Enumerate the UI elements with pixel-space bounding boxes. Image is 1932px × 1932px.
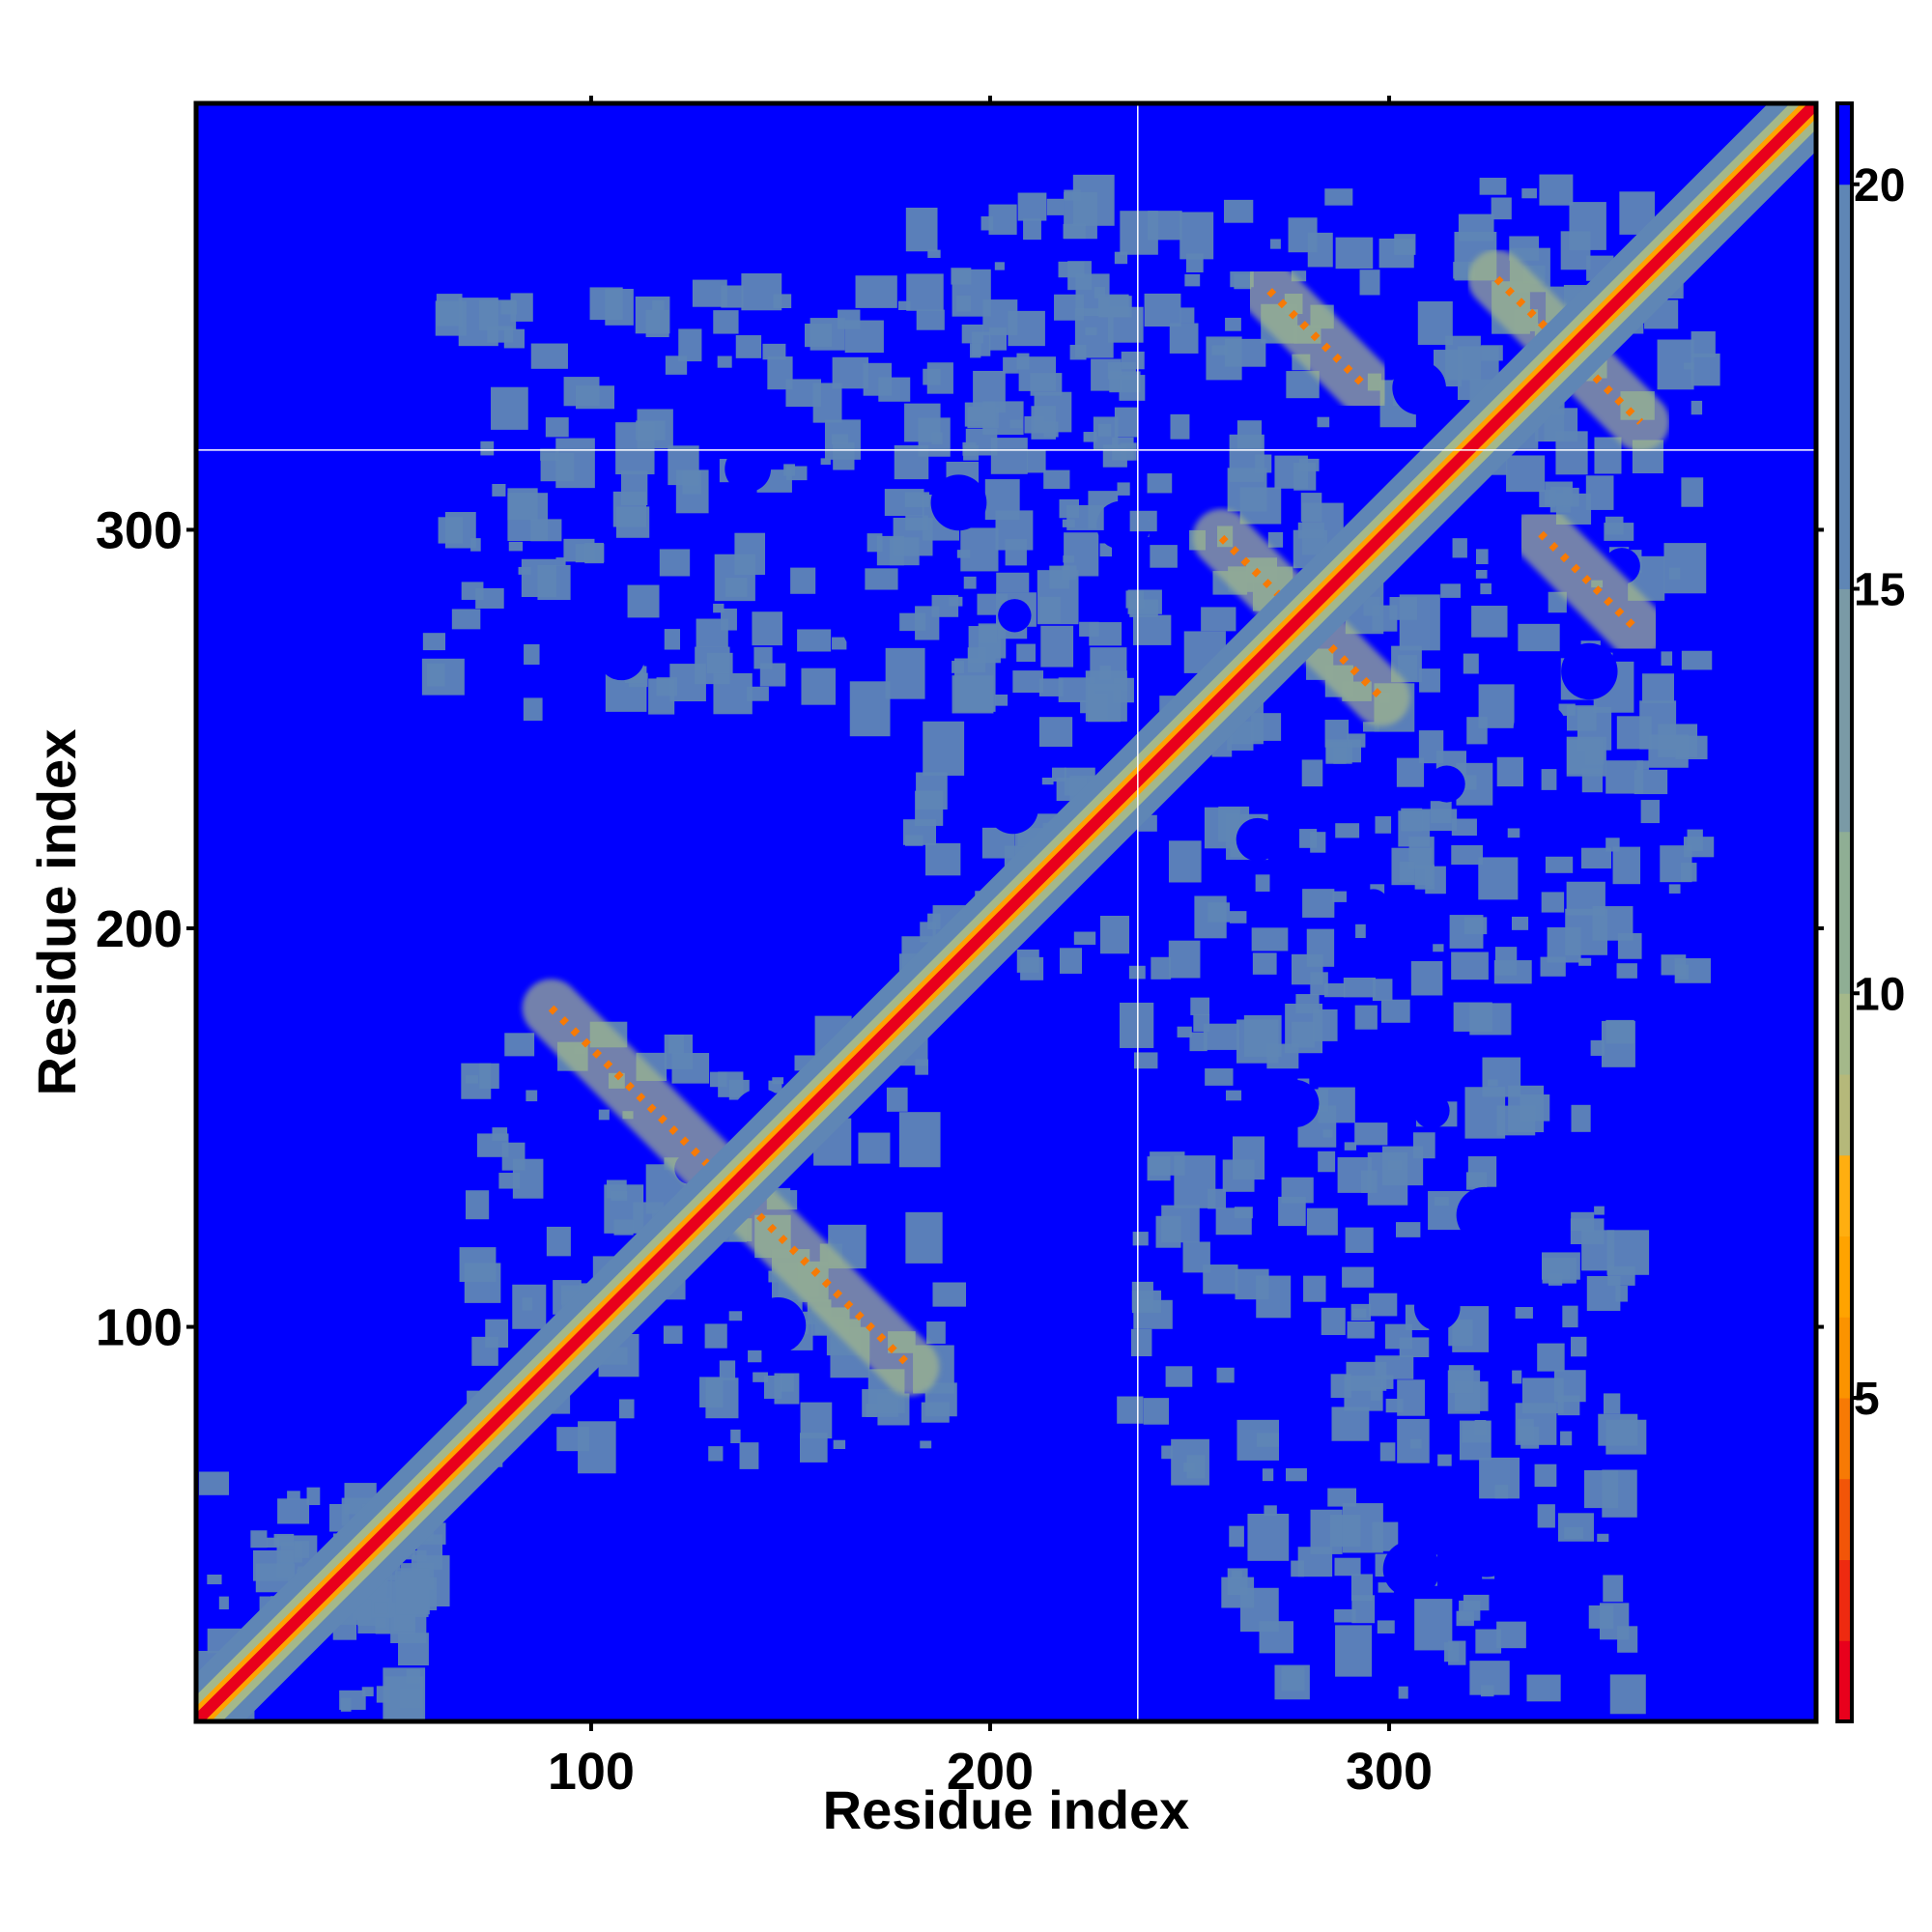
colorbar-band: [1837, 588, 1852, 833]
colorbar-band: [1837, 184, 1852, 589]
colorbar-band: [1837, 103, 1852, 185]
contact-region: [1117, 977, 1650, 1499]
colorbar-band: [1837, 1478, 1852, 1560]
colorbar-tick-label: 20: [1854, 160, 1905, 212]
colorbar-band: [1837, 993, 1852, 1075]
strand-line: [1538, 530, 1639, 633]
plot-frame: [193, 100, 1819, 1724]
y-tick-label: 300: [96, 501, 183, 559]
y-tick-label: 100: [96, 1299, 183, 1357]
strand-line: [1493, 275, 1644, 425]
x-tick-label: 100: [548, 1743, 635, 1801]
y-axis-title: Residue index: [26, 729, 87, 1096]
colorbar-tick-label: 10: [1854, 969, 1905, 1020]
x-axis-title: Residue index: [823, 1779, 1190, 1840]
colorbar-band: [1837, 1559, 1852, 1641]
contact-region: [421, 272, 1162, 737]
x-tick-label: 200: [947, 1743, 1034, 1801]
colorbar-tick-label: 5: [1854, 1374, 1880, 1425]
strand-line: [1266, 288, 1369, 389]
colorbar-band: [1837, 1398, 1852, 1480]
x-tick-label: 300: [1346, 1743, 1433, 1801]
colorbar-tick-label: 15: [1854, 565, 1905, 616]
diagonal-band: [196, 103, 1816, 1721]
colorbar-band: [1837, 1074, 1852, 1156]
colorbar-frame: [1835, 101, 1854, 1723]
colorbar-band: [1837, 1236, 1852, 1318]
colorbar-band: [1837, 831, 1852, 994]
contact-region: [1221, 1469, 1646, 1715]
colorbar-band: [1837, 1317, 1852, 1399]
colorbar-band: [1837, 1640, 1852, 1722]
strand-line: [548, 1005, 914, 1370]
diagonal-core: [196, 103, 1816, 1721]
y-tick-label: 200: [96, 900, 183, 958]
colorbar-band: [1837, 1154, 1852, 1236]
